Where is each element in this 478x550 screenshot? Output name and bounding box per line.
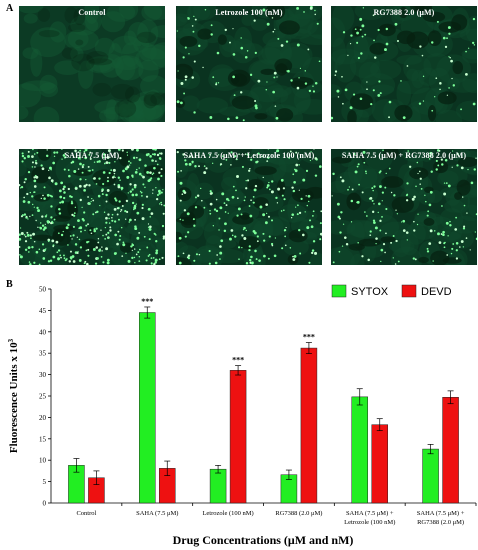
y-tick-label: 40 [39,328,47,336]
micrograph-title: Control [78,8,106,17]
x-tick-label: SAHA (7.5 μM) + [346,510,394,517]
micrograph-4: SAHA 7.5 (μM) [19,149,165,265]
y-tick-label: 30 [39,371,47,379]
panel-b-letter: B [6,279,13,290]
x-tick-label: RG7388 (2.0 μM) [275,510,322,517]
micrograph-3: RG7388 2.0 (μM) [331,6,477,122]
bar-devd [371,424,388,504]
significance-marker: *** [232,356,244,365]
x-tick-label: SAHA (7.5 μM) [136,510,178,517]
x-tick-label: Letrozole (100 nM) [202,510,253,517]
micrograph-5: SAHA 7.5 (μM) + Letrozole 100 (nM) [176,149,322,265]
bar-sytox [422,448,439,504]
micrograph-1: Control [19,6,165,122]
y-tick-label: 5 [43,478,47,486]
y-tick-label: 20 [39,414,47,422]
micrograph-title: Letrozole 100 (nM) [215,8,283,17]
micrograph-title: SAHA 7.5 (μM) [64,151,120,160]
y-tick-label: 35 [39,350,47,358]
y-tick-label: 25 [39,393,47,401]
legend-swatch-sytox [331,284,347,298]
significance-marker: *** [141,297,153,306]
bar-sytox [351,396,368,504]
micrograph-title: SAHA 7.5 (μM) + Letrozole 100 (nM) [183,151,315,160]
legend-swatch-devd [401,284,417,298]
micrograph-2: Letrozole 100 (nM) [176,6,322,122]
bar-devd [300,347,318,504]
x-tick-label: Letrozole (100 nM) [344,519,395,526]
significance-marker: *** [303,333,315,342]
bar-sytox [209,468,227,504]
y-tick-label: 50 [39,286,47,294]
y-tick-label: 15 [39,435,47,443]
panel-a-letter: A [6,3,14,14]
bar-chart: B 0 5 10 15 20 25 30 35 40 45 50 Fluorescence Units … [6,279,477,547]
x-axis-label: Drug Concentrations (μM and nM) [173,533,354,547]
bar-sytox [139,312,156,504]
x-tick-label: Control [76,510,96,517]
y-tick-label: 10 [39,457,47,465]
micrograph-6: SAHA 7.5 (μM) + RG7388 2.0 (μM) [331,149,477,265]
y-axis-label: Fluorescence Units x 103 [7,338,20,453]
legend-label-sytox: SYTOX [351,286,389,298]
bar-devd [229,370,247,504]
x-tick-label: RG7388 (2.0 μM) [417,519,464,526]
micrograph-title: SAHA 7.5 (μM) + RG7388 2.0 (μM) [341,151,467,160]
x-tick-label: SAHA (7.5 μM) + [417,510,465,517]
y-tick-label: 45 [39,307,47,315]
micrograph-title: RG7388 2.0 (μM) [373,8,435,17]
legend-label-devd: DEVD [421,286,452,298]
y-tick-label: 0 [43,500,47,508]
bar-devd [442,397,459,504]
